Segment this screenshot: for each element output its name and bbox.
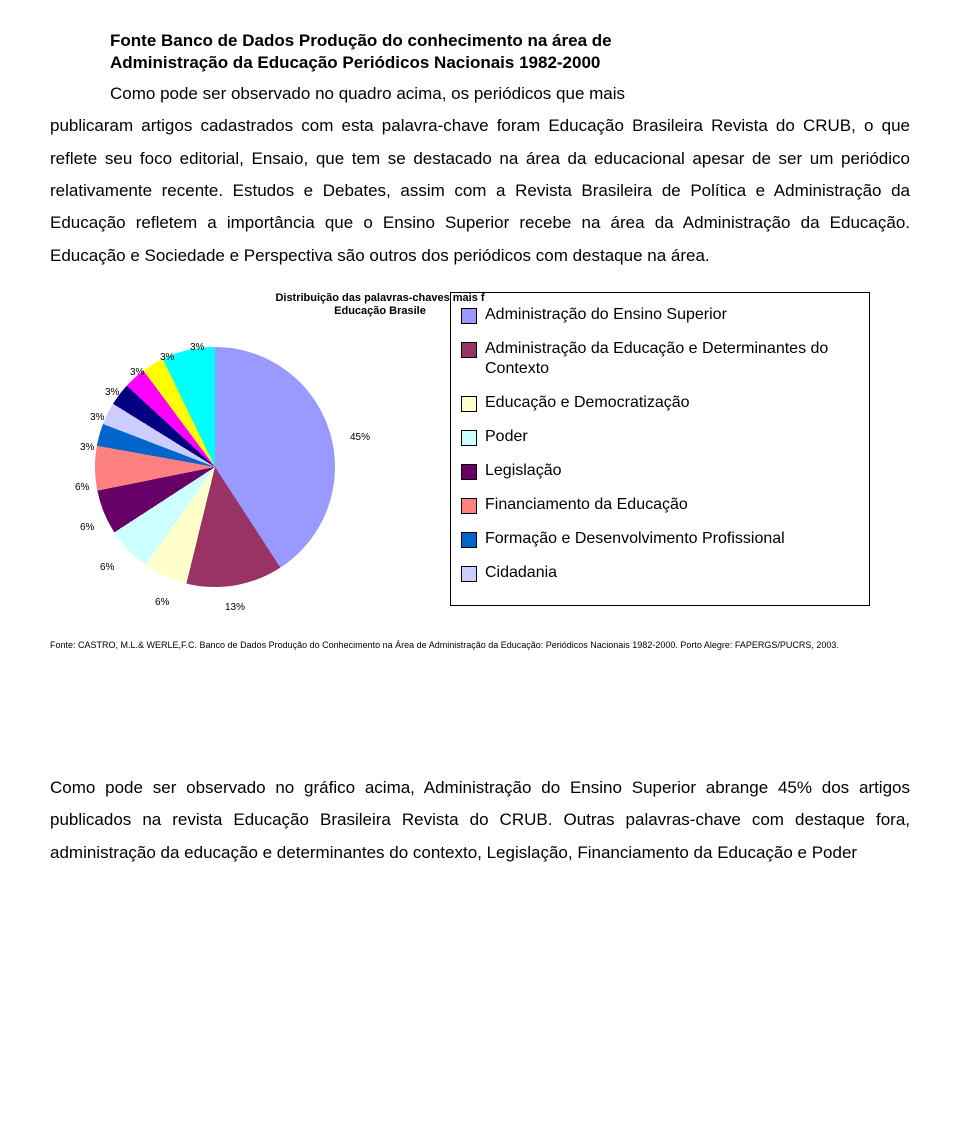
legend-text: Administração da Educação e Determinante… (485, 339, 859, 379)
chart-title-line2: Educação Brasile (334, 305, 426, 317)
legend-text: Cidadania (485, 563, 859, 583)
legend-swatch (461, 430, 477, 446)
paragraph-1: Como pode ser observado no quadro acima,… (50, 78, 910, 272)
para1-inline: Como pode ser observado no quadro acima,… (110, 84, 625, 103)
legend-swatch (461, 532, 477, 548)
legend-text: Educação e Democratização (485, 393, 859, 413)
pie-graphic (95, 347, 335, 587)
legend-swatch (461, 342, 477, 358)
source-note: Fonte: CASTRO, M.L.& WERLE,F.C. Banco de… (50, 640, 910, 652)
pct-label: 6% (100, 562, 114, 573)
legend-swatch (461, 566, 477, 582)
legend-item: Legislação (461, 461, 859, 481)
legend-text: Financiamento da Educação (485, 495, 859, 515)
pct-label: 3% (80, 442, 94, 453)
legend-text: Legislação (485, 461, 859, 481)
closing-paragraph: Como pode ser observado no gráfico acima… (50, 772, 910, 869)
legend-text: Poder (485, 427, 859, 447)
legend-swatch (461, 498, 477, 514)
legend-item: Educação e Democratização (461, 393, 859, 413)
title-line-2: Administração da Educação Periódicos Nac… (110, 52, 910, 74)
pct-label: 3% (105, 387, 119, 398)
pie-chart (95, 347, 335, 587)
legend-item: Administração da Educação e Determinante… (461, 339, 859, 379)
pct-label: 6% (155, 597, 169, 608)
chart-legend: Administração do Ensino Superior Administ… (450, 292, 870, 606)
pct-label: 6% (75, 482, 89, 493)
legend-text: Formação e Desenvolvimento Profissional (485, 529, 859, 549)
legend-item: Administração do Ensino Superior (461, 305, 859, 325)
title-line-1: Fonte Banco de Dados Produção do conheci… (110, 30, 910, 52)
pct-label: 3% (160, 352, 174, 363)
legend-text: Administração do Ensino Superior (485, 305, 859, 325)
pct-label: 3% (90, 412, 104, 423)
pct-label: 45% (350, 432, 370, 443)
legend-swatch (461, 308, 477, 324)
legend-item: Financiamento da Educação (461, 495, 859, 515)
pct-label: 3% (130, 367, 144, 378)
legend-item: Formação e Desenvolvimento Profissional (461, 529, 859, 549)
pct-label: 3% (190, 342, 204, 353)
legend-swatch (461, 396, 477, 412)
document-title: Fonte Banco de Dados Produção do conheci… (110, 30, 910, 74)
pct-label: 6% (80, 522, 94, 533)
legend-swatch (461, 464, 477, 480)
legend-item: Poder (461, 427, 859, 447)
legend-item: Cidadania (461, 563, 859, 583)
pct-label: 13% (225, 602, 245, 613)
pie-chart-area: Distribuição das palavras-chaves mais f … (50, 292, 910, 722)
para1-rest: publicaram artigos cadastrados com esta … (50, 116, 910, 264)
